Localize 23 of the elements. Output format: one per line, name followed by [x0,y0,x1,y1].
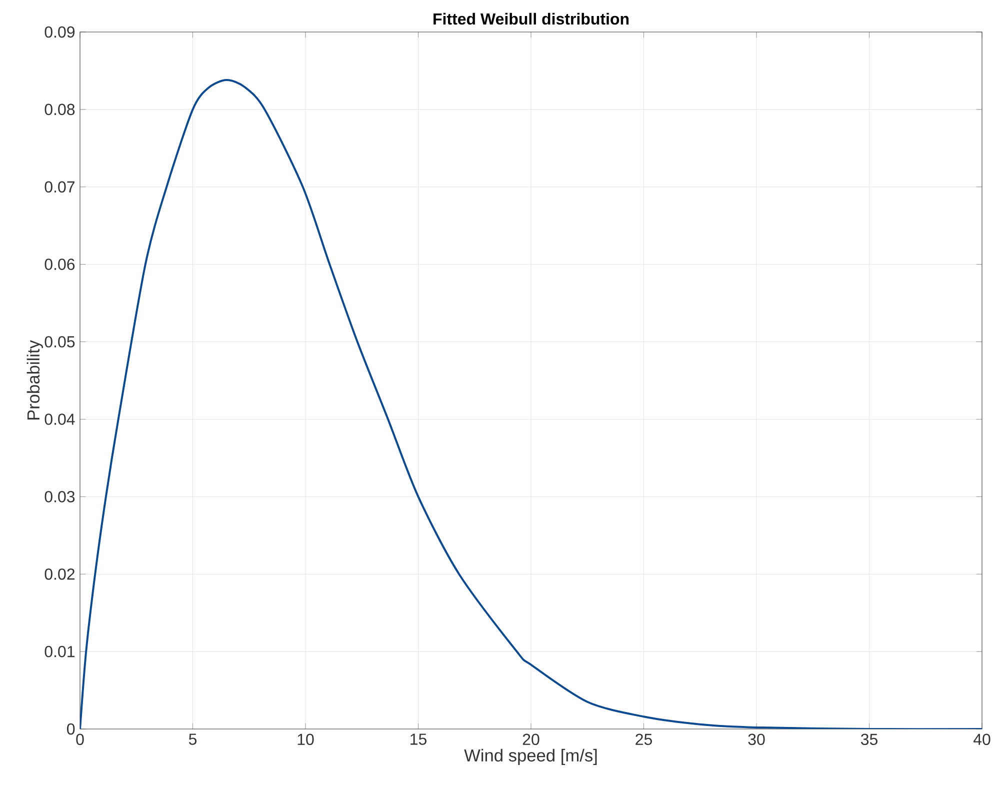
y-axis-title: Probability [26,340,43,420]
x-tick-label: 20 [522,734,540,746]
y-tick-label: 0.07 [44,181,74,193]
x-tick-label: 10 [298,734,314,746]
x-axis-title: Wind speed [m/s] [464,748,597,766]
x-tick-label: 35 [860,734,878,746]
x-tick-label: 25 [636,734,652,746]
y-tick-label: 0.08 [44,104,75,116]
y-tick-label: 0.05 [44,336,75,348]
x-tick-label: 15 [410,734,426,745]
x-tick-label: 40 [973,734,990,746]
line-series [80,79,982,729]
y-tick-label: 0 [67,723,75,735]
y-tick-label: 0.01 [44,646,75,658]
y-tick-label: 0.03 [44,491,75,502]
y-tick-label: 0.09 [44,26,75,38]
y-tick-label: 0.02 [44,568,74,580]
y-tick-label: 0.06 [44,258,75,270]
y-tick-label: 0.04 [44,414,75,425]
x-tick-label: 30 [748,734,765,746]
chart-title: Fitted Weibull distribution [434,12,629,25]
x-tick-label: 0 [76,734,84,746]
x-tick-label: 5 [188,734,197,745]
